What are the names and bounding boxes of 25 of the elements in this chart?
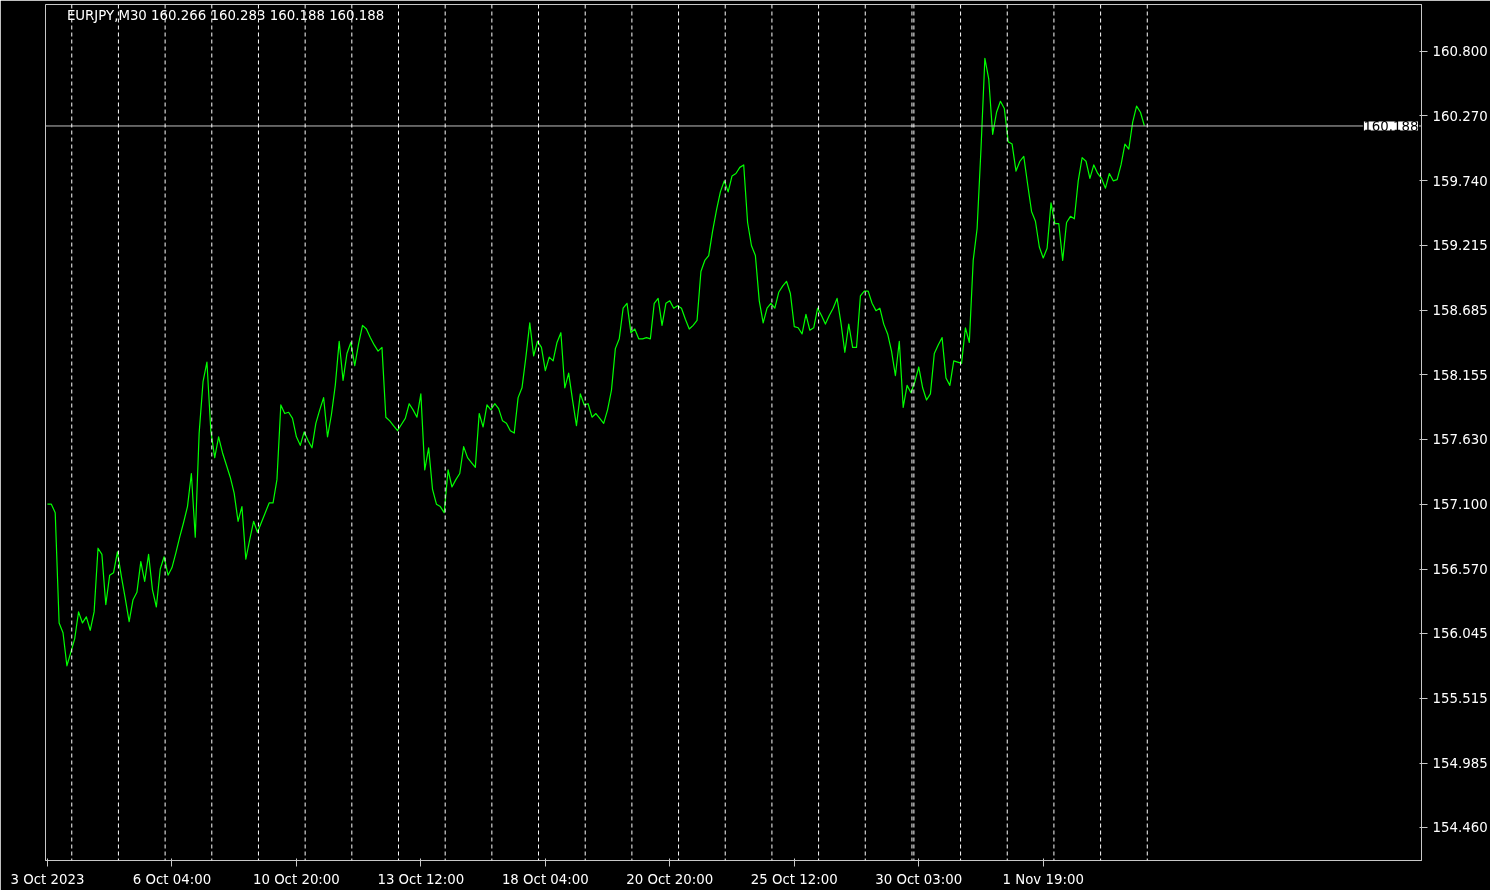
x-tick-label: 18 Oct 04:00	[501, 871, 589, 887]
y-tick-label: 156.045	[1432, 626, 1488, 642]
y-tick-label: 160.270	[1432, 108, 1488, 124]
x-tick-label: 13 Oct 12:00	[377, 871, 465, 887]
y-tick-label: 154.460	[1432, 820, 1488, 836]
x-tick-label: 30 Oct 03:00	[875, 871, 963, 887]
x-tick-label: 25 Oct 12:00	[750, 871, 838, 887]
chart-title: EURJPY,M30 160.266 160.283 160.188 160.188	[66, 7, 385, 23]
y-tick-label: 158.685	[1432, 303, 1488, 319]
x-tick-label: 20 Oct 20:00	[626, 871, 714, 887]
y-tick-label: 158.155	[1432, 367, 1488, 383]
x-tick-label: 6 Oct 04:00	[132, 871, 212, 887]
y-tick-label: 159.740	[1432, 173, 1488, 189]
line-series	[46, 57, 1145, 667]
x-tick-label: 3 Oct 2023	[10, 871, 85, 887]
y-tick-label: 156.570	[1432, 562, 1488, 578]
y-tick-label: 159.215	[1432, 238, 1488, 254]
y-tick-label: 160.800	[1432, 44, 1488, 60]
y-tick-label: 157.100	[1432, 497, 1488, 513]
y-tick-label: 157.630	[1432, 432, 1488, 448]
x-tick-label: 1 Nov 19:00	[1002, 871, 1084, 887]
x-tick-label: 10 Oct 20:00	[252, 871, 340, 887]
y-tick-label: 155.515	[1432, 691, 1488, 707]
y-tick-label: 154.985	[1432, 756, 1488, 772]
ref-line-label: 160.188	[1363, 118, 1419, 134]
